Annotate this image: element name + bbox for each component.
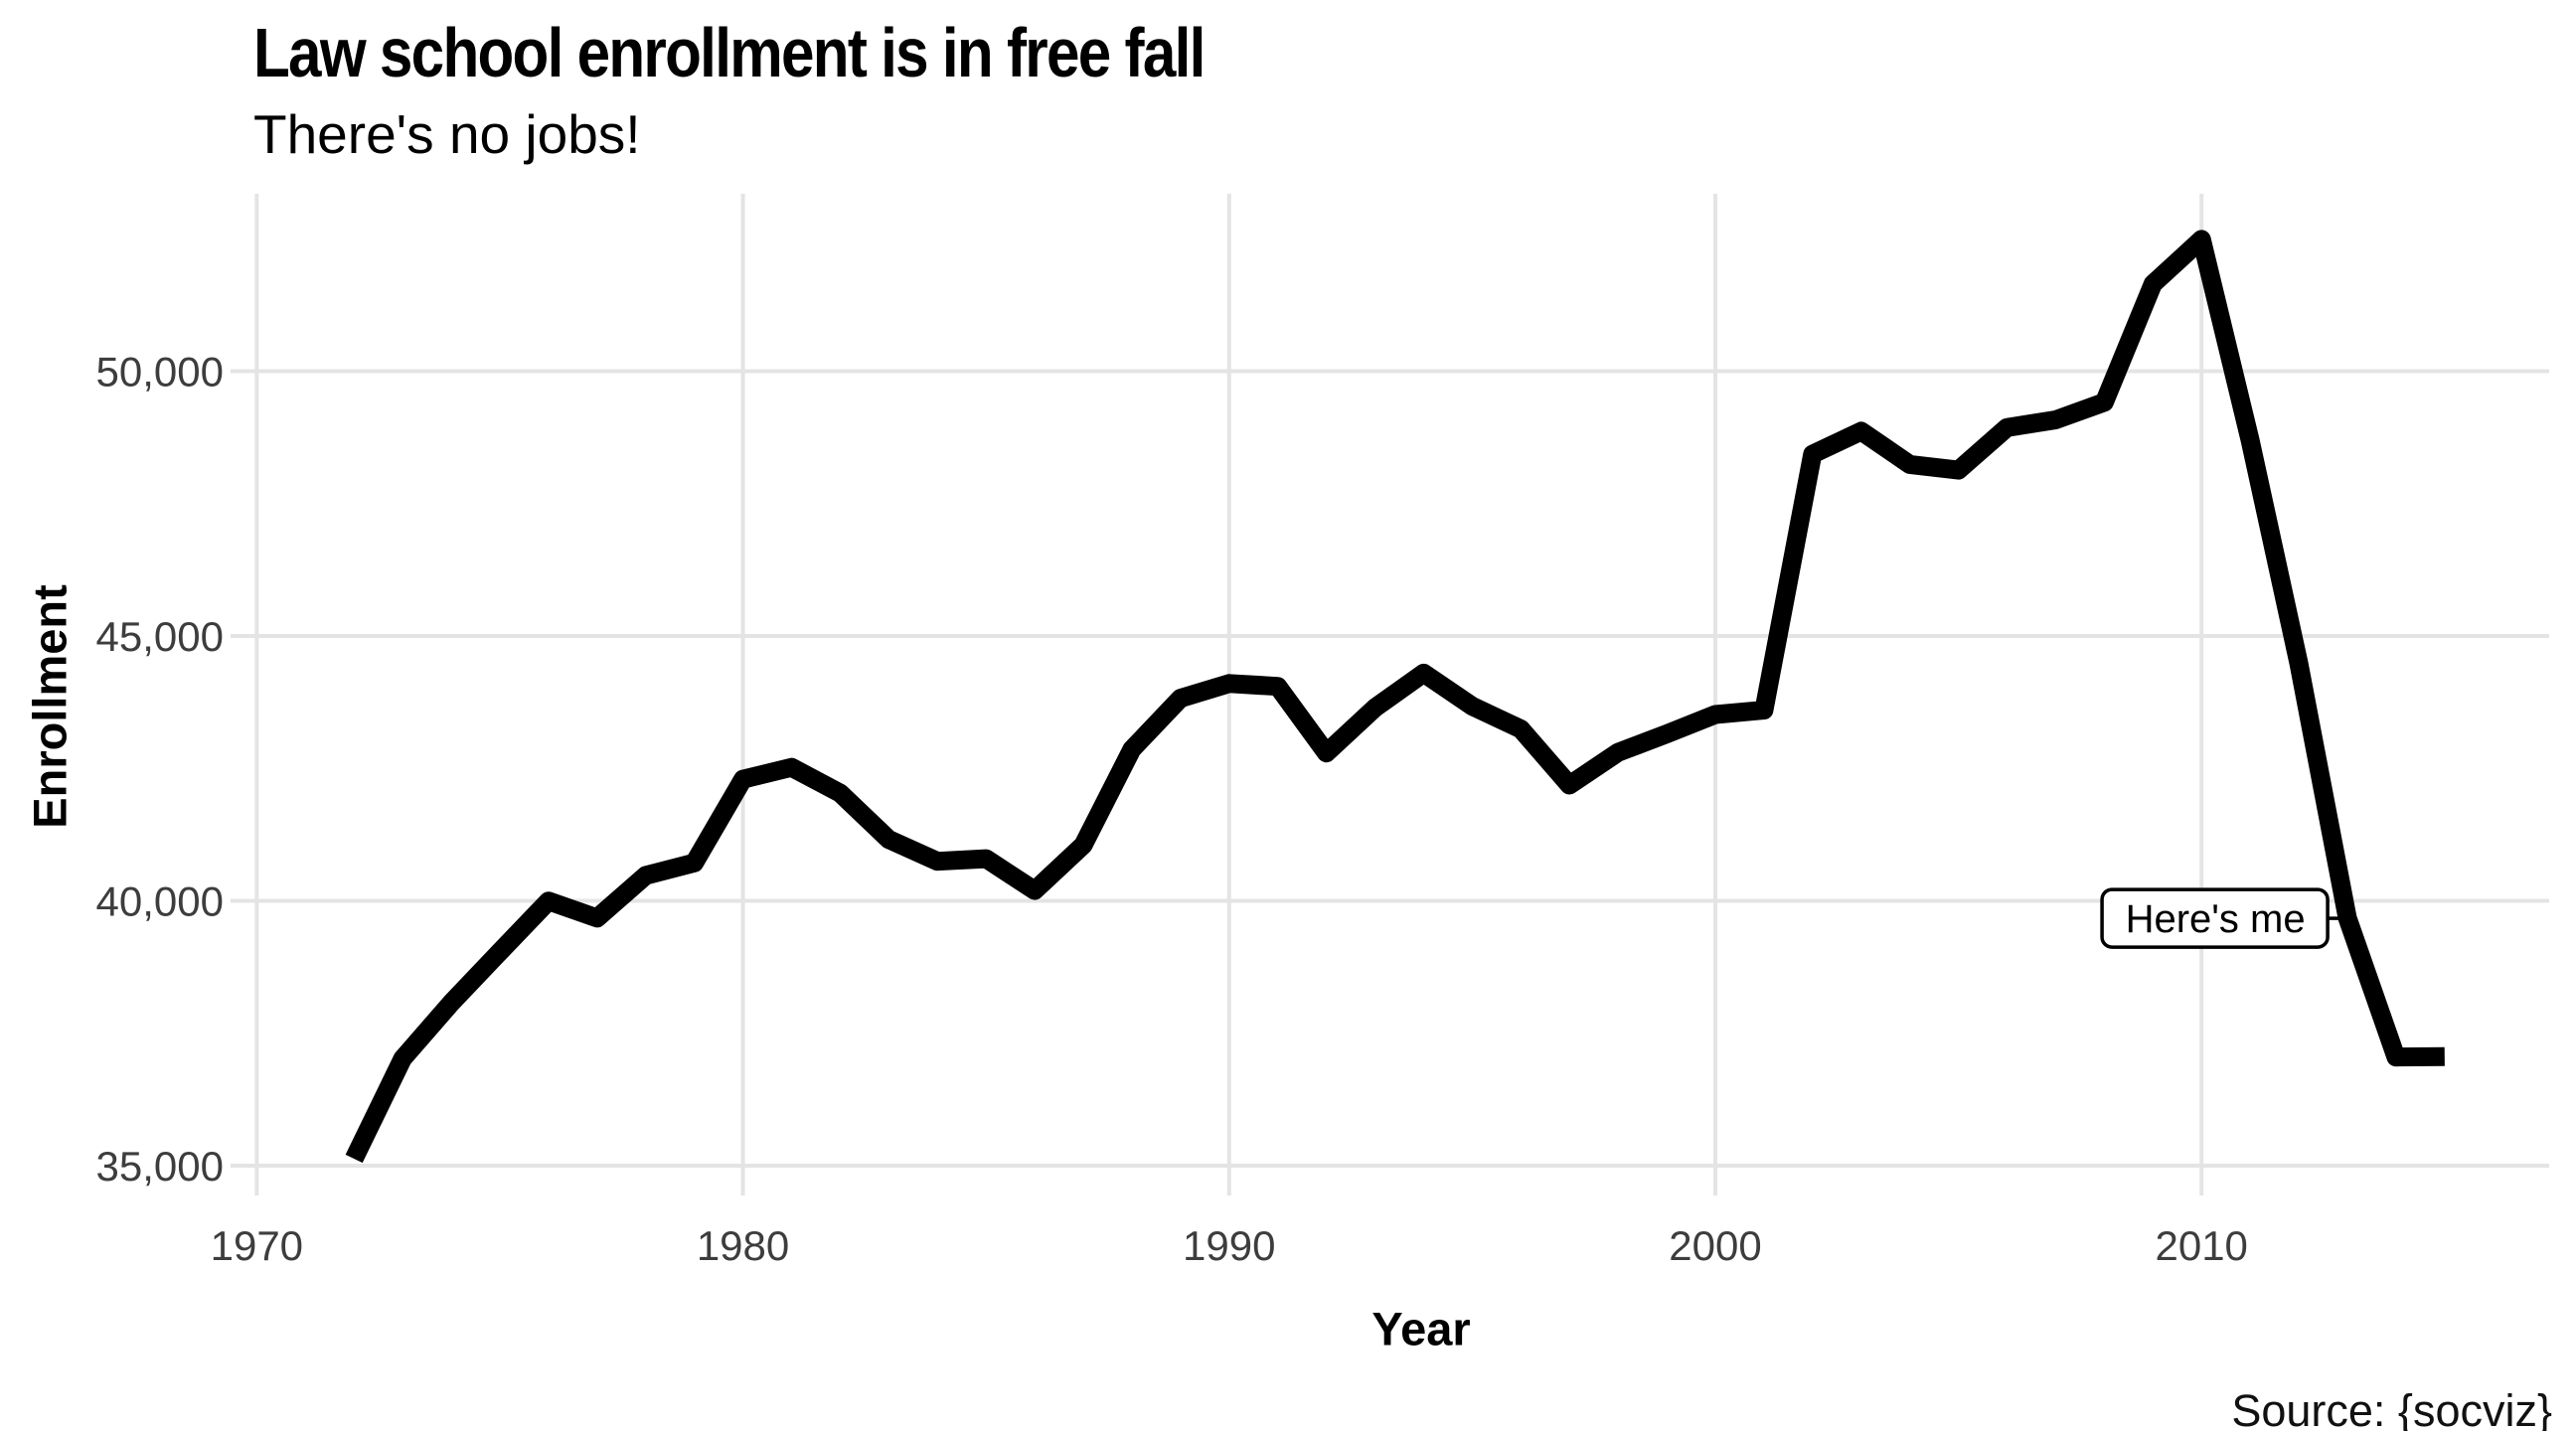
source-note: Source: {socviz} xyxy=(2231,1385,2552,1431)
y-tick-label-45000: 45,000 xyxy=(96,613,224,660)
y-tick-label-35000: 35,000 xyxy=(96,1143,224,1190)
x-axis-title: Year xyxy=(1371,1302,1471,1355)
y-tick-label-40000: 40,000 xyxy=(96,878,224,925)
annotation-box xyxy=(2100,887,2330,949)
enrollment-line xyxy=(345,230,2445,1164)
x-tick-label-1970: 1970 xyxy=(211,1222,303,1269)
chart-title: Law school enrollment is in free fall xyxy=(253,14,1206,91)
x-tick-label-1990: 1990 xyxy=(1183,1222,1275,1269)
annotation-callout: Here's me xyxy=(2100,887,2343,949)
x-tick-label-2010: 2010 xyxy=(2155,1222,2247,1269)
x-tick-label-2000: 2000 xyxy=(1669,1222,1761,1269)
y-axis-title: Enrollment xyxy=(23,584,77,829)
annotation-label: Here's me xyxy=(2126,897,2306,941)
x-tick-label-1980: 1980 xyxy=(697,1222,789,1269)
y-tick-label-50000: 50,000 xyxy=(96,349,224,396)
chart-subtitle: There's no jobs! xyxy=(253,103,641,165)
